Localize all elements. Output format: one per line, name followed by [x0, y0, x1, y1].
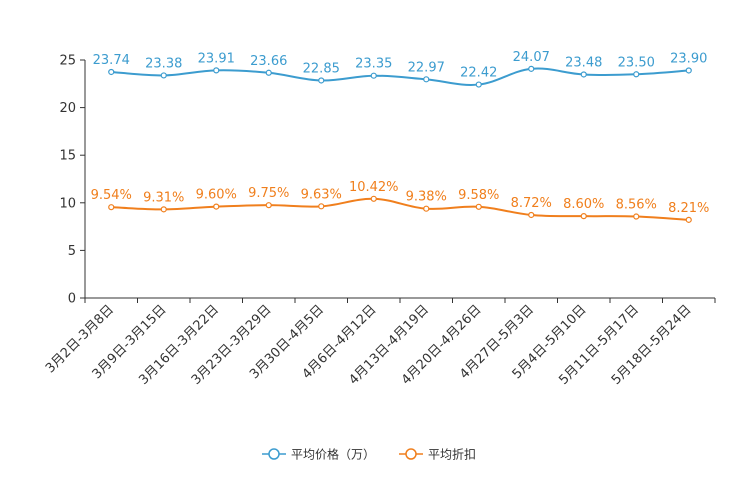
series-1-data-label: 23.66: [250, 54, 287, 69]
y-tick-label: 10: [59, 196, 76, 211]
series-1-point: [685, 67, 692, 74]
series-2-data-label: 9.63%: [301, 187, 342, 202]
series-2-point: [475, 203, 482, 210]
series-1-point: [475, 81, 482, 88]
y-tick-label: 0: [68, 292, 76, 307]
series-1-point: [580, 71, 587, 78]
series-2-data-label: 8.21%: [668, 201, 709, 216]
series-1-point: [265, 69, 272, 76]
series-2-point: [633, 213, 640, 220]
series-1-point: [528, 65, 535, 72]
series-2-data-label: 9.75%: [248, 186, 289, 201]
series-1-point: [423, 76, 430, 83]
series-1-data-label: 23.50: [618, 55, 655, 70]
series-1-point: [160, 72, 167, 79]
series-1-data-label: 24.07: [513, 50, 550, 65]
y-tick-label: 25: [59, 54, 76, 69]
series-2-point: [160, 206, 167, 213]
series-1-data-label: 22.42: [460, 66, 497, 81]
series-1-point: [318, 77, 325, 84]
series-2-point: [370, 195, 377, 202]
y-tick-label: 20: [59, 101, 76, 116]
series-1-data-label: 23.35: [355, 57, 392, 72]
series-1-data-label: 22.97: [408, 60, 445, 75]
series-2-data-label: 9.31%: [143, 190, 184, 205]
legend-label-1: 平均价格（万）: [291, 447, 375, 462]
series-1-data-label: 22.85: [303, 61, 340, 76]
series-1-data-label: 23.91: [198, 51, 235, 66]
series-2-data-label: 8.56%: [616, 198, 657, 213]
series-1-point: [108, 68, 115, 76]
series-2-point: [108, 204, 115, 211]
series-1-point: [213, 67, 220, 74]
series-2-point: [265, 202, 272, 209]
series-line-2: [111, 197, 689, 221]
series-2-data-label: 10.42%: [349, 180, 399, 195]
series-line-1: [111, 67, 689, 86]
series-2-point: [685, 216, 692, 223]
y-tick-label: 5: [68, 244, 76, 259]
series-2-point: [580, 213, 587, 220]
series-1-data-label: 23.48: [565, 55, 602, 70]
series-1-data-label: 23.38: [145, 56, 182, 71]
series-2-data-label: 9.58%: [458, 188, 499, 203]
legend-marker-1: [268, 448, 280, 460]
series-2-point: [318, 203, 325, 210]
series-2-point: [213, 203, 220, 210]
series-2-data-label: 9.38%: [406, 190, 447, 205]
series-1-data-label: 23.90: [670, 51, 707, 66]
legend-label-2: 平均折扣: [428, 447, 476, 462]
y-tick-label: 15: [59, 149, 76, 164]
series-2-data-label: 9.54%: [91, 188, 132, 203]
series-2-data-label: 9.60%: [196, 188, 237, 203]
series-1-point: [633, 71, 640, 78]
series-2-data-label: 8.72%: [511, 196, 552, 211]
series-2-point: [423, 205, 430, 212]
series-2-point: [528, 211, 535, 219]
series-1-data-label: 23.74: [93, 53, 130, 68]
series-1-point: [370, 72, 377, 79]
legend-marker-2: [405, 448, 417, 460]
series-2-data-label: 8.60%: [563, 197, 604, 212]
